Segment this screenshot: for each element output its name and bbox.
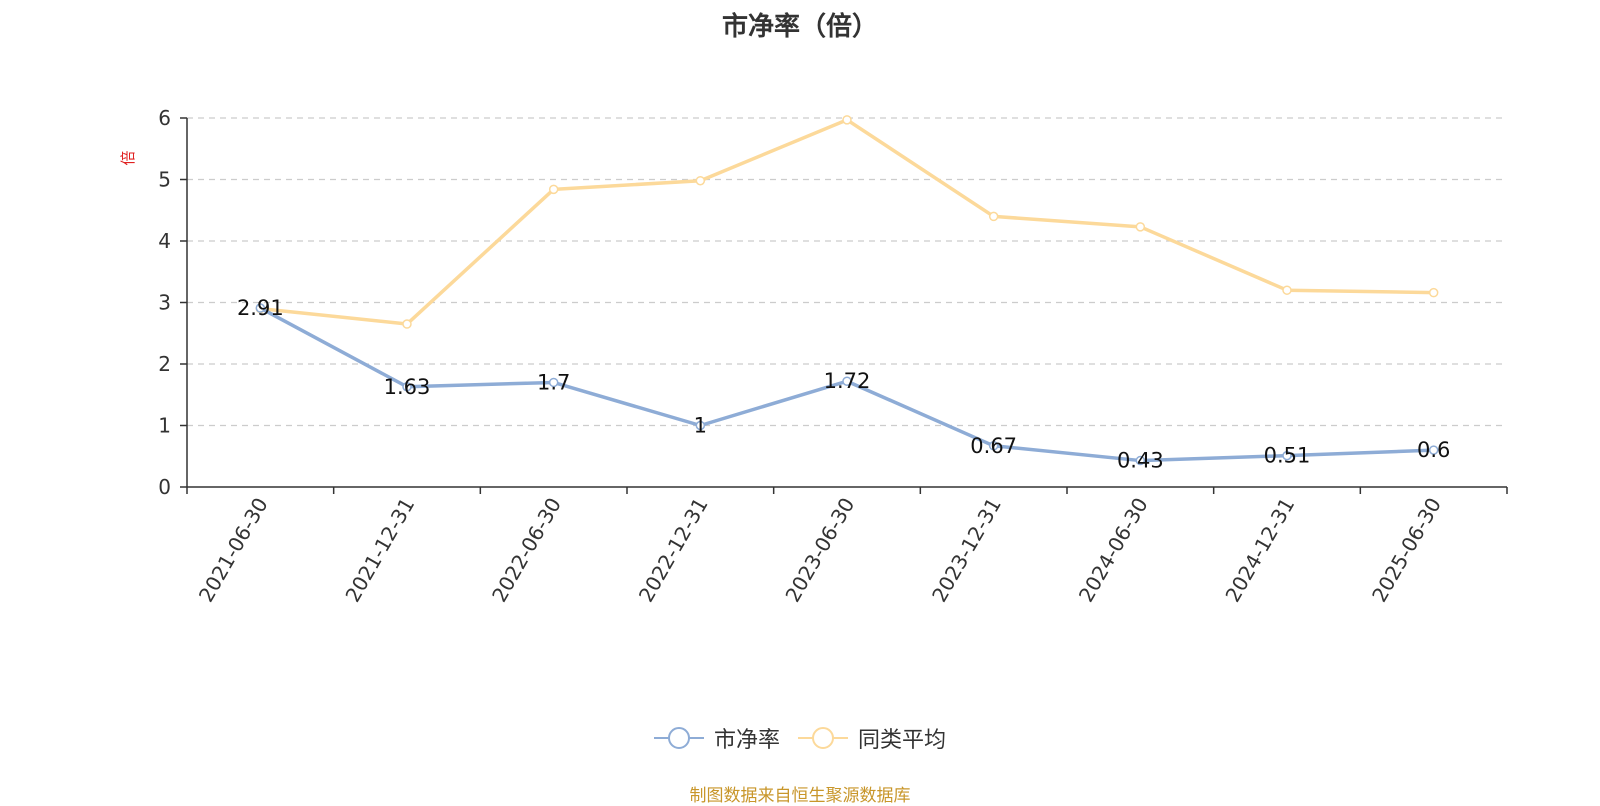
- source-note: 制图数据来自恒生聚源数据库: [689, 786, 911, 806]
- legend-dot-series-1: [812, 727, 834, 749]
- x-tick-label: 2024-06-30: [1074, 494, 1153, 607]
- x-tick-label: 2021-12-31: [340, 494, 419, 607]
- x-tick-label: 2023-12-31: [927, 494, 1006, 607]
- y-tick-label: 3: [158, 291, 171, 315]
- y-tick-label: 5: [158, 168, 171, 192]
- data-label: 0.67: [970, 434, 1017, 458]
- data-point-series-0: [255, 303, 266, 313]
- x-tick-label: 2021-06-30: [194, 494, 273, 607]
- data-label: 1.7: [537, 370, 570, 394]
- data-label: 1: [694, 414, 707, 438]
- data-point-series-0: [695, 420, 706, 431]
- legend-item-series-1[interactable]: 同类平均: [798, 722, 946, 754]
- x-tick-label: 2022-06-30: [487, 494, 566, 607]
- y-tick-label: 4: [158, 229, 171, 253]
- data-point-series-1: [988, 211, 999, 222]
- data-point-series-0: [842, 376, 852, 386]
- legend-label-series-0: 市净率: [713, 728, 780, 753]
- y-tick-label: 2: [158, 352, 171, 376]
- series-line-1: [258, 118, 1436, 326]
- data-label: 2.91: [237, 296, 284, 320]
- legend-marker-series-1: [798, 726, 848, 750]
- legend-item-series-0[interactable]: 市净率: [653, 722, 780, 754]
- x-tick-label: 2024-12-31: [1220, 494, 1299, 607]
- data-label: 0.43: [1117, 449, 1164, 473]
- data-point-series-0: [548, 377, 559, 388]
- data-label: 1.72: [824, 369, 871, 393]
- legend-label-series-1: 同类平均: [858, 728, 947, 753]
- data-point-series-1: [695, 175, 706, 186]
- data-point-series-1: [1428, 287, 1439, 298]
- data-label: 1.63: [384, 375, 431, 399]
- x-tick-label: 2023-06-30: [780, 494, 859, 607]
- data-point-series-0: [402, 382, 412, 392]
- x-tick-label: 2025-06-30: [1367, 494, 1446, 607]
- data-point-series-1: [402, 319, 412, 329]
- y-tick-label: 1: [158, 414, 171, 438]
- data-point-series-0: [1428, 445, 1439, 455]
- data-point-series-1: [842, 115, 852, 125]
- data-point-series-0: [988, 441, 999, 451]
- y-axis-title: 倍: [119, 150, 137, 165]
- data-point-series-1: [1135, 222, 1146, 232]
- legend: 市净率 同类平均: [0, 722, 1600, 754]
- data-label: 0.6: [1417, 438, 1450, 462]
- data-point-series-0: [1135, 455, 1146, 466]
- data-point-series-0: [1282, 450, 1292, 461]
- legend-marker-series-0: [653, 726, 704, 750]
- data-label: 0.51: [1264, 444, 1311, 468]
- chart-title: 市净率（倍）: [721, 12, 878, 42]
- data-point-series-1: [1282, 285, 1292, 295]
- data-point-series-1: [548, 184, 559, 195]
- legend-dot-series-0: [667, 727, 690, 749]
- x-tick-label: 2022-12-31: [634, 494, 713, 607]
- y-tick-label: 0: [158, 475, 171, 499]
- y-tick-label: 6: [158, 106, 171, 130]
